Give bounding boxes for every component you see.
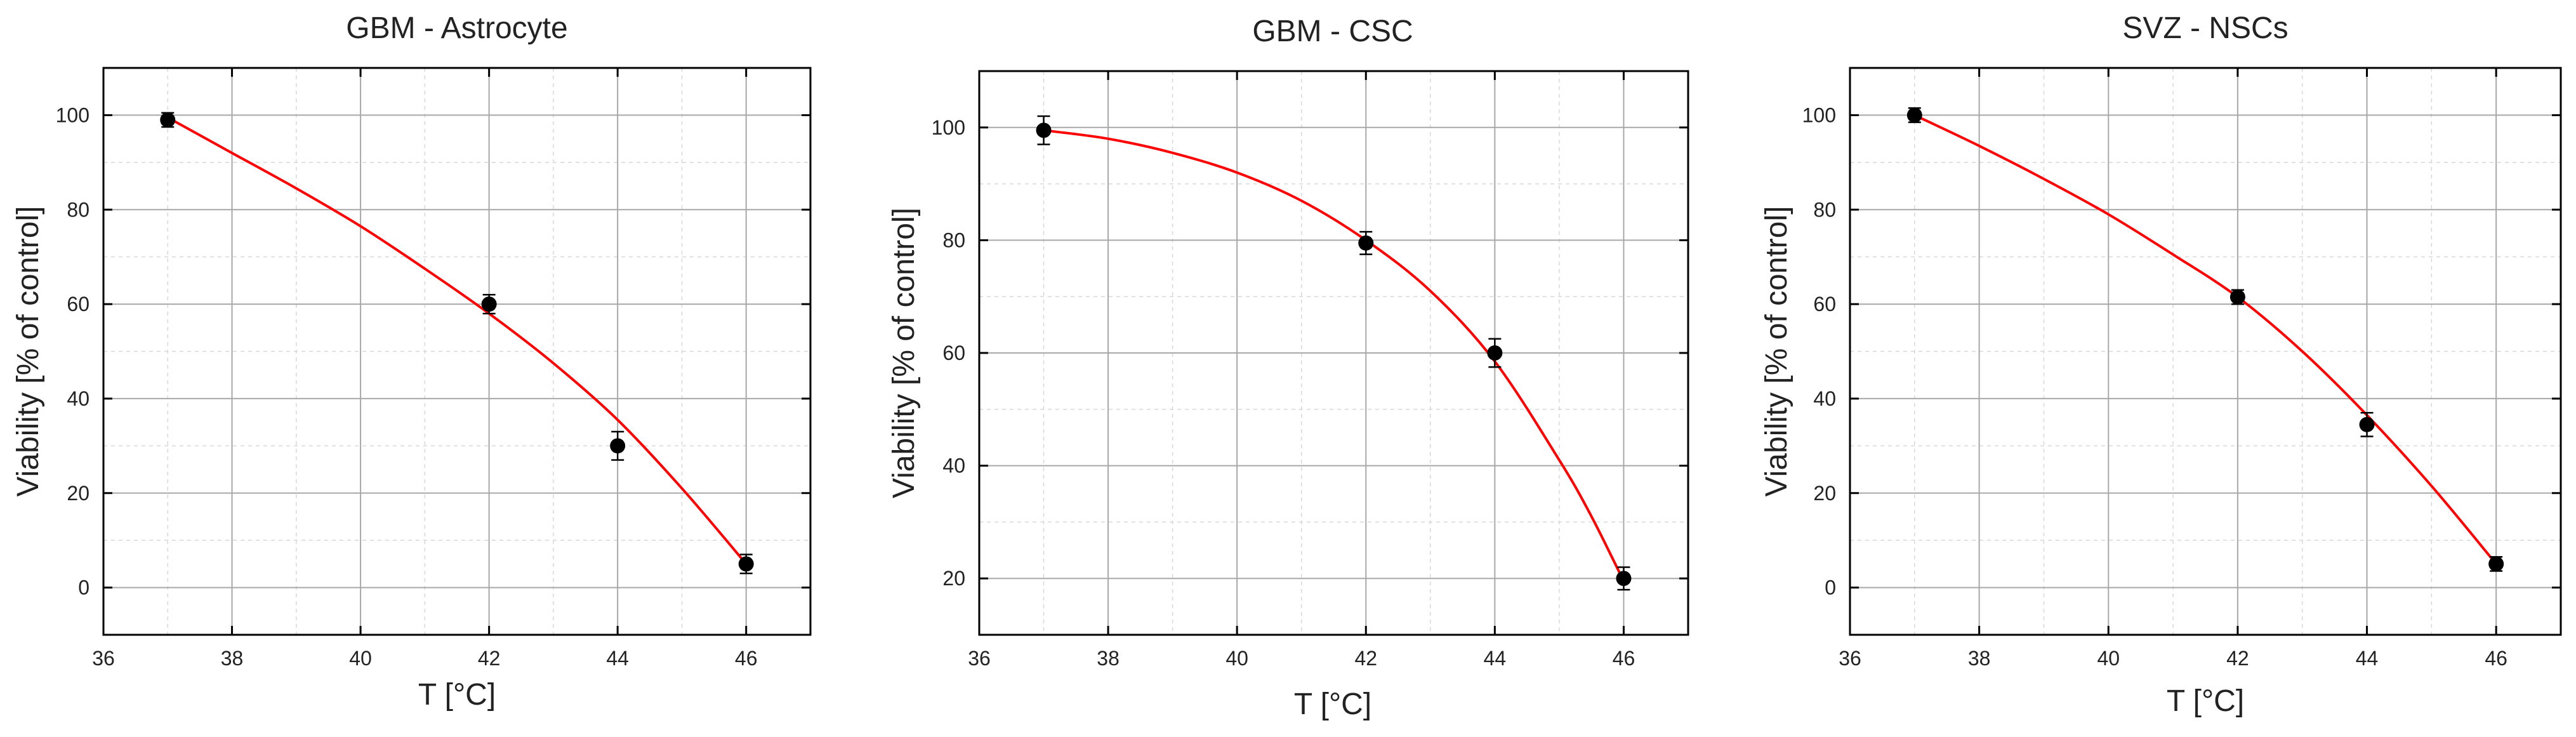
x-tick-label: 42 — [478, 647, 501, 670]
x-tick-label: 42 — [2226, 647, 2249, 670]
y-tick-label: 60 — [942, 342, 965, 364]
data-point — [2229, 289, 2245, 305]
y-tick-label: 40 — [1813, 387, 1836, 410]
x-axis-label: T [°C] — [418, 678, 496, 712]
x-axis-label: T [°C] — [1294, 687, 1371, 721]
x-tick-label: 44 — [2356, 647, 2379, 670]
fit-curve — [167, 116, 748, 565]
x-tick-label: 38 — [221, 647, 244, 670]
y-tick-label: 100 — [56, 103, 89, 126]
y-tick-label: 20 — [67, 482, 89, 505]
data-point — [481, 296, 497, 312]
data-point — [1616, 571, 1632, 587]
y-axis-label: Viability [% of control] — [1760, 206, 1793, 497]
data-point — [1906, 107, 1922, 123]
x-tick-label: 36 — [92, 647, 115, 670]
y-tick-label: 40 — [942, 455, 965, 477]
x-tick-label: 36 — [968, 647, 991, 670]
data-point — [1487, 345, 1503, 361]
x-tick-label: 38 — [1968, 647, 1991, 670]
x-tick-label: 40 — [2097, 647, 2120, 670]
y-tick-label: 100 — [1802, 103, 1836, 126]
y-tick-label: 0 — [78, 576, 89, 599]
data-point — [2359, 416, 2375, 432]
data-point — [160, 112, 176, 128]
chart-title: GBM - Astrocyte — [346, 11, 567, 45]
data-point — [738, 556, 754, 572]
y-tick-label: 60 — [67, 293, 89, 315]
data-point — [610, 438, 626, 454]
y-tick-label: 100 — [932, 116, 965, 139]
x-tick-label: 46 — [2485, 647, 2507, 670]
y-tick-label: 40 — [67, 387, 89, 410]
y-tick-label: 80 — [942, 229, 965, 251]
y-axis-label: Viability [% of control] — [887, 208, 921, 498]
x-tick-label: 42 — [1354, 647, 1377, 670]
x-tick-label: 44 — [606, 647, 629, 670]
x-tick-label: 44 — [1484, 647, 1507, 670]
fit-curve — [1913, 114, 2497, 565]
fit-curve — [1043, 129, 1625, 582]
x-tick-label: 46 — [735, 647, 758, 670]
x-tick-label: 46 — [1613, 647, 1635, 670]
y-tick-label: 20 — [1813, 482, 1836, 505]
chart-title: SVZ - NSCs — [2122, 11, 2288, 45]
data-point — [1358, 235, 1374, 251]
x-tick-label: 36 — [1839, 647, 1861, 670]
y-tick-label: 80 — [1813, 198, 1836, 221]
x-tick-label: 40 — [349, 647, 372, 670]
data-point — [2488, 556, 2504, 572]
y-tick-label: 0 — [1825, 576, 1836, 599]
chart-svz-nscs: 36 38 40 42 44 46 0 20 40 60 80 100 SVZ - NSCs T [°C]… — [1760, 11, 2562, 718]
x-axis-label: T [°C] — [2167, 684, 2244, 718]
y-tick-label: 60 — [1813, 293, 1836, 315]
y-axis-label: Viability [% of control] — [11, 206, 45, 497]
chart-gbm-csc: 36 38 40 42 44 46 20 40 60 80 100 GBM - CSC T [°C] Vi… — [887, 15, 1689, 721]
chart-gbm-astrocyte: 36 38 40 42 44 46 0 20 40 60 80 100 GBM - Astrocyte T… — [11, 11, 812, 712]
y-tick-label: 80 — [67, 198, 89, 221]
chart-title: GBM - CSC — [1252, 15, 1413, 48]
x-tick-label: 38 — [1097, 647, 1120, 670]
y-tick-label: 20 — [942, 567, 965, 590]
x-tick-label: 40 — [1225, 647, 1248, 670]
data-point — [1036, 123, 1052, 138]
plot-frame — [102, 67, 812, 636]
plot-frame — [1849, 67, 2562, 636]
